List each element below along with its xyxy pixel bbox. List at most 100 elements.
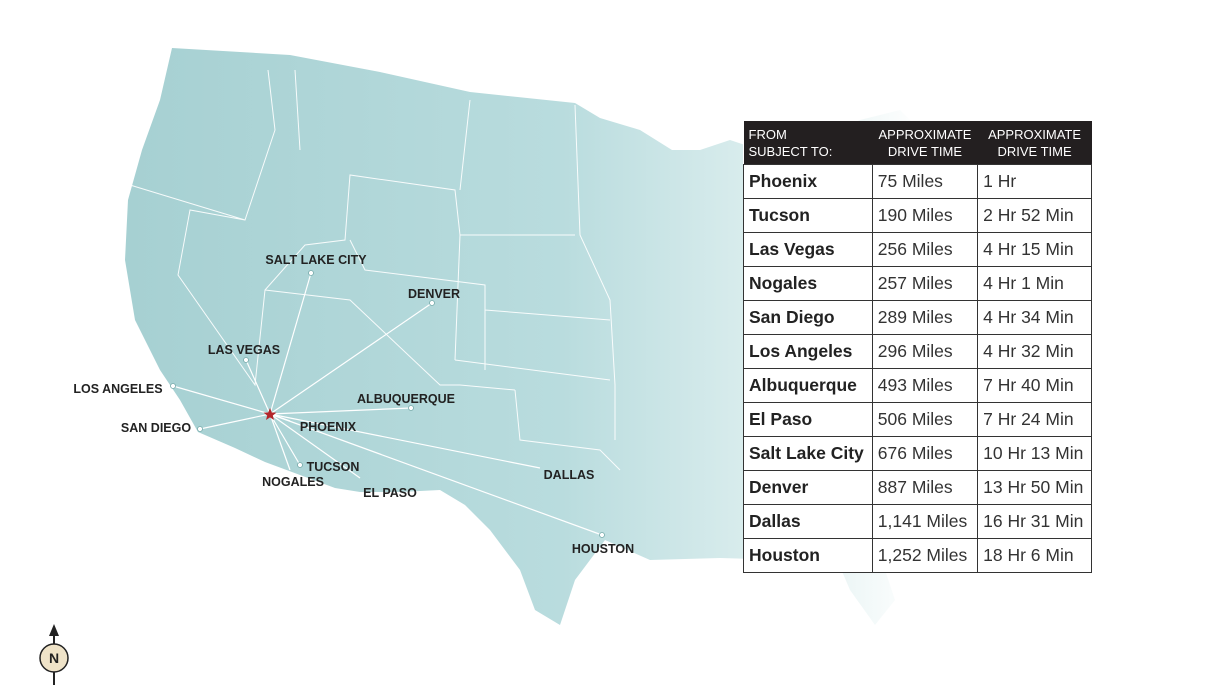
- destination-cell: El Paso: [743, 402, 873, 437]
- header-text: APPROXIMATE: [878, 126, 972, 142]
- route: [269, 407, 412, 415]
- destination-cell: Dallas: [743, 504, 873, 539]
- table-cell: 1 Hr: [977, 164, 1092, 199]
- destination-cell: San Diego: [743, 300, 873, 335]
- city-label: PHOENIX: [300, 420, 357, 434]
- city-dot: [429, 300, 435, 306]
- state-lines: [129, 69, 621, 471]
- table-row: Los Angeles 296 Miles 4 Hr 32 Min: [743, 334, 1092, 369]
- table-row: Salt Lake City 676 Miles 10 Hr 13 Min: [743, 436, 1092, 471]
- table-cell: 75 Miles: [871, 164, 979, 199]
- table-row: El Paso 506 Miles 7 Hr 24 Min: [743, 402, 1092, 437]
- table-cell: 4 Hr 15 Min: [977, 232, 1092, 267]
- city-label: HOUSTON: [572, 542, 634, 556]
- route: [199, 413, 271, 430]
- route: [269, 272, 312, 415]
- header-text: DRIVE TIME: [997, 143, 1072, 159]
- city-dot: [297, 462, 303, 468]
- city-label: TUCSON: [307, 460, 360, 474]
- route: [269, 413, 291, 471]
- table-cell: 2 Hr 52 Min: [977, 198, 1092, 233]
- table-row: Tucson 190 Miles 2 Hr 52 Min: [743, 198, 1092, 233]
- table-cell: 4 Hr 32 Min: [977, 334, 1092, 369]
- route: [269, 302, 433, 415]
- table-cell: 7 Hr 24 Min: [977, 402, 1092, 437]
- route: [269, 413, 541, 469]
- distance-table: FROM SUBJECT TO: APPROXIMATE DRIVE TIME APPR…: [743, 121, 1092, 573]
- city-dot: [408, 405, 414, 411]
- us-outline: [125, 48, 920, 625]
- table-cell: 4 Hr 34 Min: [977, 300, 1092, 335]
- city-label: LOS ANGELES: [73, 382, 162, 396]
- city-dot: [170, 383, 176, 389]
- city-label: DENVER: [408, 287, 460, 301]
- table-cell: 289 Miles: [871, 300, 979, 335]
- table-cell: 13 Hr 50 Min: [977, 470, 1092, 505]
- city-label: SALT LAKE CITY: [265, 253, 367, 267]
- table-cell: 506 Miles: [871, 402, 979, 437]
- header-text: DRIVE TIME: [887, 143, 963, 159]
- city-label: EL PASO: [363, 486, 417, 500]
- city-labels: SALT LAKE CITY DENVER LAS VEGAS LOS ANGE…: [73, 253, 634, 556]
- header-cell: FROM SUBJECT TO:: [743, 121, 873, 165]
- header-cell: APPROXIMATE DRIVE TIME: [977, 121, 1092, 165]
- table-row: Albuquerque 493 Miles 7 Hr 40 Min: [743, 368, 1092, 403]
- destination-cell: Denver: [743, 470, 873, 505]
- compass-label: N: [49, 650, 59, 666]
- table-row: Las Vegas 256 Miles 4 Hr 15 Min: [743, 232, 1092, 267]
- destination-cell: Salt Lake City: [743, 436, 873, 471]
- table-cell: 493 Miles: [871, 368, 979, 403]
- table-cell: 10 Hr 13 Min: [977, 436, 1092, 471]
- table-header: FROM SUBJECT TO: APPROXIMATE DRIVE TIME APPR…: [743, 121, 1092, 165]
- header-cell: APPROXIMATE DRIVE TIME: [872, 121, 978, 165]
- compass-circle: [39, 643, 69, 673]
- header-text: SUBJECT TO:: [748, 143, 833, 159]
- destination-cell: Houston: [743, 538, 873, 573]
- city-label: NOGALES: [262, 475, 324, 489]
- table-cell: 296 Miles: [871, 334, 979, 369]
- route: [245, 359, 271, 415]
- route: [269, 413, 301, 466]
- route: [269, 413, 603, 536]
- subject-star: [263, 408, 277, 420]
- table-cell: 1,141 Miles: [871, 504, 979, 539]
- route: [172, 385, 271, 415]
- city-dots: [170, 270, 605, 538]
- table-cell: 1,252 Miles: [871, 538, 979, 573]
- header-text: APPROXIMATE: [988, 126, 1082, 142]
- table-cell: 257 Miles: [871, 266, 979, 301]
- city-dot: [599, 532, 605, 538]
- table-row: Denver 887 Miles 13 Hr 50 Min: [743, 470, 1092, 505]
- city-dot: [197, 426, 203, 432]
- city-label: DALLAS: [544, 468, 595, 482]
- city-dot: [243, 357, 249, 363]
- table-cell: 190 Miles: [871, 198, 979, 233]
- routes: [172, 272, 603, 536]
- header-row: FROM SUBJECT TO: APPROXIMATE DRIVE TIME APPR…: [743, 121, 1092, 165]
- table-cell: 7 Hr 40 Min: [977, 368, 1092, 403]
- table-cell: 4 Hr 1 Min: [977, 266, 1092, 301]
- table-row: Nogales 257 Miles 4 Hr 1 Min: [743, 266, 1092, 301]
- destination-cell: Phoenix: [743, 164, 873, 199]
- compass: N: [39, 624, 69, 685]
- table-body: Phoenix 75 Miles 1 Hr Tucson 190 Miles 2 Hr 5…: [743, 164, 1092, 573]
- header-text: FROM: [748, 126, 787, 142]
- table-cell: 676 Miles: [871, 436, 979, 471]
- compass-arrow: [49, 624, 59, 636]
- destination-cell: Los Angeles: [743, 334, 873, 369]
- table-row: Phoenix 75 Miles 1 Hr: [743, 164, 1092, 199]
- city-label: SAN DIEGO: [121, 421, 191, 435]
- route: [269, 413, 361, 479]
- city-dot: [308, 270, 314, 276]
- table-cell: 16 Hr 31 Min: [977, 504, 1092, 539]
- table-row: Dallas 1,141 Miles 16 Hr 31 Min: [743, 504, 1092, 539]
- table-cell: 256 Miles: [871, 232, 979, 267]
- table-row: Houston 1,252 Miles 18 Hr 6 Min: [743, 538, 1092, 573]
- destination-cell: Las Vegas: [743, 232, 873, 267]
- city-label: LAS VEGAS: [208, 343, 280, 357]
- table-cell: 18 Hr 6 Min: [977, 538, 1092, 573]
- destination-cell: Tucson: [743, 198, 873, 233]
- destination-cell: Nogales: [743, 266, 873, 301]
